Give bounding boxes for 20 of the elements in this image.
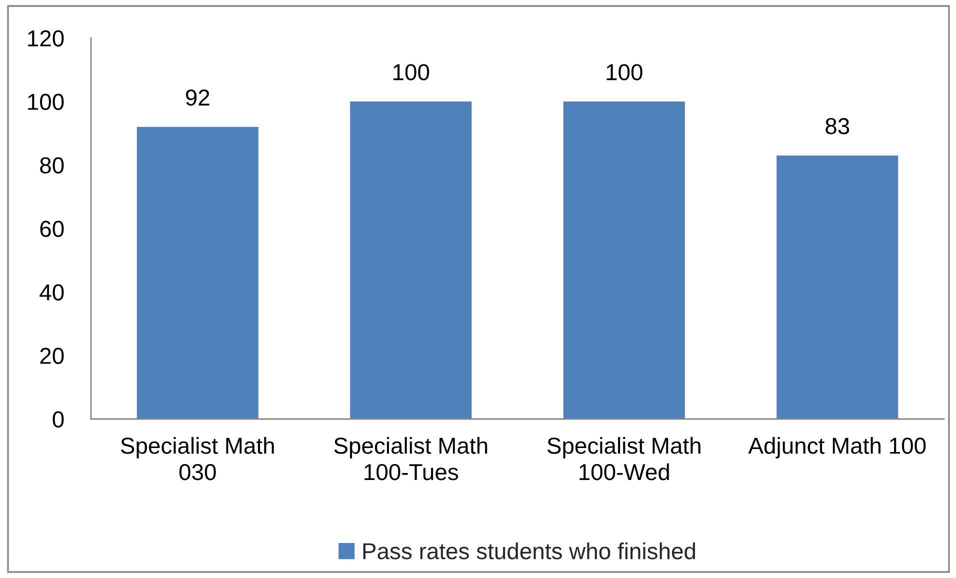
data-label: 100: [606, 64, 642, 80]
bar: [776, 155, 898, 419]
data-label: 92: [186, 89, 210, 106]
bar: [350, 102, 472, 419]
bar: [563, 102, 685, 419]
data-label: 100: [394, 64, 430, 80]
bar: [136, 126, 258, 419]
y-tick-label: 100: [28, 94, 64, 110]
y-tick-label: 60: [40, 220, 64, 238]
data-label: 83: [826, 118, 850, 134]
x-tick-label: Specialist Math 030: [120, 437, 274, 480]
x-tick-label: Specialist Math 100-Tues: [334, 437, 488, 480]
y-tick-label: 40: [40, 284, 64, 301]
y-tick-label: 80: [40, 157, 64, 174]
y-tick-label: 120: [28, 30, 64, 47]
x-tick-label: Adjunct Math 100: [748, 437, 926, 458]
legend-label: Pass rates students who finished: [363, 542, 696, 560]
y-tick-label: 20: [40, 348, 64, 364]
x-tick-label: Specialist Math 100-Wed: [547, 437, 700, 480]
y-tick-label: 0: [52, 411, 64, 428]
